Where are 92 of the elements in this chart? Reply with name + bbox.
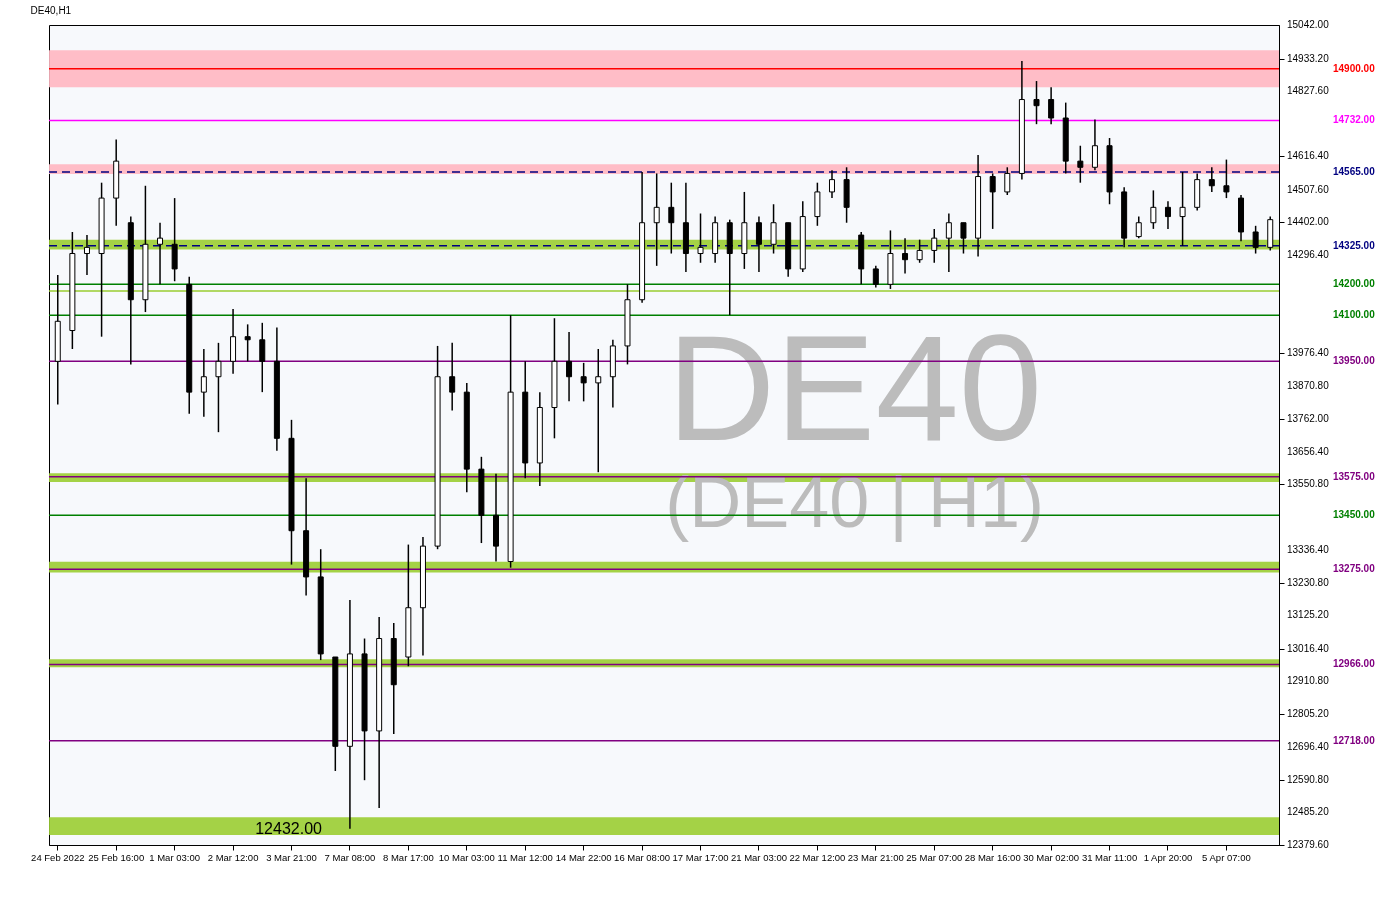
y-tick-label: 13550.80 (1287, 478, 1330, 490)
x-tick-label: 21 Mar 03:00 (730, 851, 787, 863)
ref-line-label: 12718.00 (1333, 734, 1376, 746)
x-tick-label: 1 Apr 20:00 (1143, 851, 1193, 863)
candlestick (1208, 166, 1215, 193)
ref-line-label: 14100.00 (1333, 309, 1376, 321)
candlestick (1135, 215, 1142, 239)
x-tick-label: 1 Mar 03:00 (149, 851, 200, 863)
x-tick-label: 17 Mar 17:00 (672, 851, 729, 863)
y-tick-label: 12805.20 (1287, 707, 1330, 719)
ref-line-label: 12966.00 (1333, 658, 1376, 670)
y-tick-label: 13230.80 (1287, 576, 1330, 588)
ref-line-label: 13575.00 (1333, 470, 1376, 482)
candlestick (770, 203, 777, 255)
candlestick (668, 181, 675, 255)
candlestick (653, 172, 660, 267)
ref-line-label: 14325.00 (1333, 239, 1376, 251)
y-tick-label: 12485.20 (1287, 806, 1330, 818)
ref-line-label: 13450.00 (1333, 509, 1376, 521)
candlestick (1004, 166, 1011, 196)
annotation: 12432.00 (255, 819, 323, 837)
ref-line-label: 14732.00 (1333, 114, 1376, 126)
candlestick (259, 322, 266, 393)
y-tick-label: 14827.60 (1287, 85, 1330, 97)
y-tick-label: 14616.40 (1287, 150, 1330, 162)
y-tick-label: 14933.20 (1287, 52, 1330, 64)
x-tick-label: 25 Mar 07:00 (906, 851, 963, 863)
candlestick (755, 215, 762, 273)
candlestick (931, 228, 938, 264)
candlestick (566, 331, 573, 403)
chart-title: DE40,H1 (30, 5, 72, 16)
candlestick (595, 348, 602, 473)
candlestick (989, 172, 996, 230)
x-tick-label: 14 Mar 22:00 (555, 851, 612, 863)
ref-line-label: 13275.00 (1333, 563, 1376, 575)
candlestick (1033, 80, 1040, 125)
y-tick-label: 12590.80 (1287, 773, 1330, 785)
y-tick-label: 14402.00 (1287, 216, 1330, 228)
candlestick (215, 342, 222, 433)
candlestick (872, 265, 879, 289)
candlestick (960, 221, 967, 255)
candlestick (1077, 144, 1084, 184)
y-tick-label: 13656.40 (1287, 445, 1330, 457)
x-tick-label: 24 Feb 2022 (31, 851, 85, 863)
y-tick-label: 12696.40 (1287, 741, 1330, 753)
x-tick-label: 28 Mar 16:00 (964, 851, 1021, 863)
y-tick-label: 15042.00 (1287, 19, 1330, 30)
y-tick-label: 14507.60 (1287, 183, 1330, 195)
candlestick (697, 212, 704, 264)
candlestick (580, 362, 587, 403)
candlestick (244, 323, 251, 363)
candlestick (1252, 225, 1259, 255)
x-tick-label: 31 Mar 11:00 (1081, 851, 1138, 863)
candlestick (916, 238, 923, 264)
x-tick-label: 8 Mar 17:00 (383, 851, 434, 863)
x-tick-label: 10 Mar 03:00 (438, 851, 495, 863)
y-tick-label: 13762.00 (1287, 413, 1330, 425)
candlestick (1179, 171, 1186, 247)
candlestick (1091, 118, 1098, 172)
candlestick (83, 234, 90, 276)
x-tick-label: 30 Mar 02:00 (1023, 851, 1080, 863)
candlestick (828, 169, 835, 199)
candlestick (1150, 189, 1157, 230)
x-tick-label: 23 Mar 21:00 (847, 851, 904, 863)
candlestick (157, 221, 164, 286)
x-tick-label: 22 Mar 12:00 (789, 851, 846, 863)
candlestick (1048, 86, 1055, 125)
candlestick (449, 342, 456, 412)
candlestick (200, 348, 207, 418)
candlestick (945, 212, 952, 273)
x-tick-label: 5 Apr 07:00 (1202, 851, 1251, 863)
y-tick-label: 13976.40 (1287, 347, 1330, 359)
x-tick-label: 3 Mar 21:00 (266, 851, 317, 863)
x-tick-label: 16 Mar 08:00 (614, 851, 671, 863)
x-tick-label: 25 Feb 16:00 (88, 851, 145, 863)
candlestick (902, 237, 909, 275)
x-tick-label: 7 Mar 08:00 (324, 851, 376, 863)
y-tick-label: 12379.60 (1287, 839, 1330, 850)
y-tick-label: 14296.40 (1287, 248, 1330, 260)
ref-line-label: 13950.00 (1333, 355, 1376, 367)
x-tick-label: 2 Mar 12:00 (207, 851, 259, 863)
y-tick-label: 13016.40 (1287, 642, 1330, 654)
ref-line-label: 14900.00 (1333, 62, 1376, 74)
y-tick-label: 13125.20 (1287, 609, 1330, 621)
candlestick (1164, 200, 1171, 230)
y-tick-label: 13870.80 (1287, 379, 1330, 391)
x-tick-label: 11 Mar 12:00 (497, 851, 553, 863)
y-tick-label: 12910.80 (1287, 675, 1330, 687)
y-tick-label: 13336.40 (1287, 544, 1330, 556)
ref-line-label: 14565.00 (1333, 165, 1376, 177)
candlestick (1223, 158, 1230, 199)
ref-line-label: 14200.00 (1333, 278, 1376, 290)
